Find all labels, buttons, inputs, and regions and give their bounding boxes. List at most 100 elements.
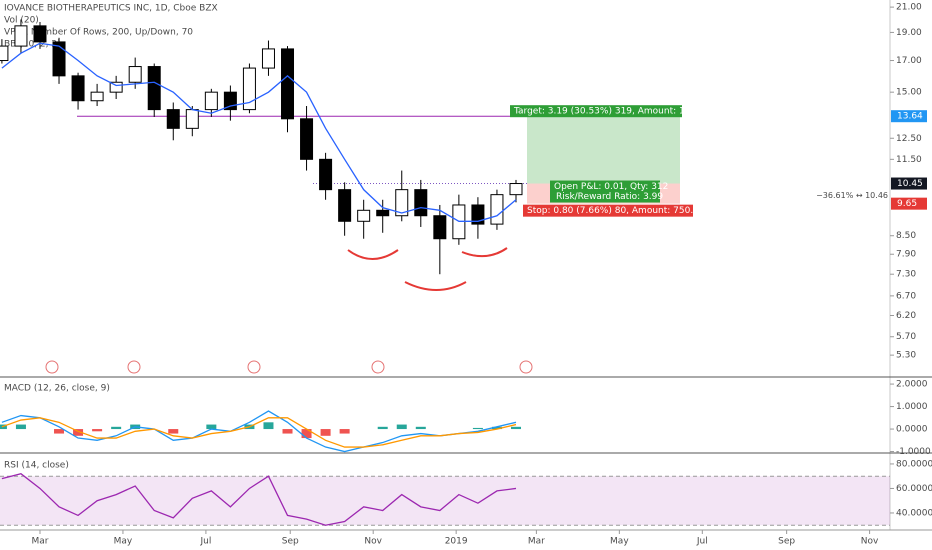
candle-body [147,66,161,111]
y-tick-label: 17.00 [896,56,922,66]
histogram-bar [301,429,312,439]
target-zone [527,116,680,184]
candle-body [90,91,104,102]
candle-body [242,67,256,111]
x-tick-label: May [114,537,133,547]
histogram-bar [415,426,426,430]
pattern-arcs [347,247,508,291]
price-tag-label: 13.64 [897,112,923,122]
histogram-bar [263,422,274,430]
candle-body [300,118,314,160]
series-line [1,417,517,448]
y-tick-label: 6.20 [896,311,916,321]
y-tick-label: 8.50 [896,231,916,241]
histogram-bar [377,426,388,430]
candle-body [376,209,390,217]
x-tick-label: Mar [528,537,545,547]
candle-body [0,45,9,62]
histogram-bar [339,429,350,434]
y-tick-label: 5.30 [896,351,916,361]
y-tick-label: 6.70 [896,291,916,301]
candle-body [509,183,523,196]
price-tag-label: 10.45 [897,179,923,189]
label-box [523,204,693,217]
series-line [1,473,517,526]
y-tick-label: 0.0000 [896,425,928,435]
y-tick-label: 5.70 [896,332,916,342]
candle-body [128,66,142,83]
y-tick-label: 7.30 [896,270,916,280]
y-tick-label: 11.50 [896,155,922,165]
candle-body [281,48,295,120]
histogram-bar [491,426,502,430]
histogram-bar [206,424,217,430]
pnl-label: Open P&L: 0.01, Qty: 312 [554,182,668,192]
rsi-band [0,476,890,526]
x-tick-label: May [610,537,629,547]
candle-body [490,194,504,225]
series-line [1,42,517,222]
y-tick-label: 15.00 [896,88,922,98]
candle-body [204,91,218,111]
x-tick-label: Sep [778,537,795,547]
candle-body [33,25,47,43]
candle-body [414,189,428,217]
stop-label: Stop: 0.80 (7.66%) 80, Amount: 750.4 [527,206,699,216]
price-tag [891,197,927,210]
histogram-bar [472,427,483,430]
candle-body [471,204,485,225]
candle-body [433,215,447,240]
candle-body [395,189,409,217]
x-tick-label: Nov [364,537,382,547]
histogram-bar [54,429,65,434]
histogram-bar [396,424,407,430]
y-tick-label: 60.0000 [896,484,932,494]
y-tick-label: 7.90 [896,250,916,260]
y-tick-label: 21.00 [896,3,922,13]
candle-body [261,48,275,69]
series-line [1,410,517,453]
indicator-label: BB (20, 2, 2) [4,40,61,50]
x-tick-label: Sep [282,537,299,547]
y-tick-label: 2.0000 [896,380,928,390]
histogram-bar [111,426,122,430]
candle-body [71,75,85,102]
price-tag [891,110,927,123]
y-tick-label: 12.50 [896,134,922,144]
histogram-bar [15,424,26,430]
histogram-bar [320,429,331,436]
candle-body [166,109,180,129]
histogram-bar [168,429,179,434]
y-tick-label: 40.0000 [896,508,932,518]
event-markers [45,360,533,374]
x-tick-label: Jul [696,537,708,547]
histogram-bar [73,429,84,436]
x-tick-label: Nov [861,537,879,547]
histogram-bar [282,429,293,434]
y-tick-label: 19.00 [896,28,922,38]
histogram-bar [92,429,103,432]
y-tick-label: 80.0000 [896,459,932,469]
candle-body [338,189,352,222]
candle-body [52,41,66,77]
label-box [550,180,660,203]
pane-title: MACD (12, 26, close, 9) [4,384,110,394]
histogram-bar [510,426,521,430]
x-tick-label: 2019 [445,537,468,547]
chart-title: IOVANCE BIOTHERAPEUTICS INC, 1D, Cboe BZ… [4,4,218,14]
candle-body [185,109,199,129]
indicator-label: VPVR Number Of Rows, 200, Up/Down, 70 [4,28,193,38]
label-box [510,105,682,118]
x-tick-label: Mar [31,537,48,547]
target-label: Target: 3.19 (30.53%) 319, Amount: 1995.… [513,107,716,117]
x-tick-label: Jul [199,537,211,547]
y-tick-label: 1.0000 [896,402,928,412]
y-tick-label: -1.0000 [896,447,931,457]
price-tag [891,177,927,190]
pane-title: RSI (14, close) [4,461,69,471]
range-label: −36.61% ↔ 10.46 [816,191,888,200]
candle-body [109,81,123,93]
candle-body [357,209,371,222]
candle-body [14,25,28,47]
